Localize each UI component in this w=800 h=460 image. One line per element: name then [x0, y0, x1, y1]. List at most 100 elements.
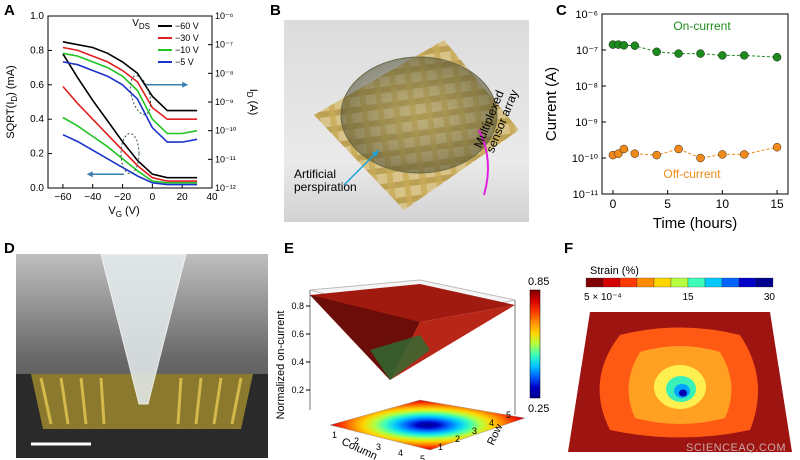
x-tick-label: 20 [177, 192, 189, 203]
y-left-tick-label: 0.8 [30, 45, 44, 56]
y-right-axis-label: ID (A) [245, 89, 259, 116]
series-log-line [62, 41, 198, 112]
annotation-ellipse [129, 75, 152, 116]
annotation-ellipse [120, 133, 140, 175]
x-tick-label: 5 [664, 197, 671, 211]
y-left-tick-label: 1.0 [30, 11, 44, 22]
legend-title: VDS [132, 18, 150, 31]
x-tick-label: −20 [114, 192, 131, 203]
colorbar-cell [619, 277, 638, 288]
y-tick-label: 10⁻⁷ [576, 45, 598, 57]
panel-label-c: C [556, 2, 567, 19]
y-tick-label: 10⁻⁸ [575, 81, 598, 93]
data-point [772, 53, 782, 62]
perspiration-droplet [340, 56, 498, 174]
colorbar-cell [738, 277, 757, 288]
z-tick-label: 0.4 [291, 357, 304, 367]
colorbar-cell [585, 277, 604, 288]
panel-label-a: A [4, 2, 15, 19]
data-point [619, 144, 629, 154]
series-label: Off-current [663, 167, 721, 181]
legend-label: −30 V [175, 33, 199, 43]
data-point [652, 150, 661, 160]
chart-e: 0.2 0.4 0.6 0.8 Normalized on-current 1 2 3 4 5 1 2… [275, 276, 549, 460]
x-axis-label: Time (hours) [653, 215, 737, 232]
panel-a: A −60 −40 −20 0 20 40 0.0 0.2 0.4 0.6 0.8 1.0 10⁻¹² 1… [0, 0, 260, 225]
series-log-line [62, 61, 198, 143]
data-point [674, 49, 683, 58]
y-tick-label: 3 [472, 426, 477, 436]
chart-f: Strain (%) 5 × 10⁻⁴ 15 30 [568, 265, 792, 452]
data-point [619, 41, 629, 50]
series-label: On-current [673, 19, 731, 33]
annotation-arrow-head [182, 81, 189, 88]
series-sqrt-line [62, 53, 198, 179]
data-point [772, 142, 782, 152]
panel-label-f: F [564, 240, 574, 257]
x-axis-label: Column [340, 436, 379, 460]
annotation-artificial-perspiration: Artificial perspiration [294, 167, 357, 194]
colorbar [529, 289, 541, 399]
y-right-tick-label: 10⁻⁹ [215, 97, 234, 107]
y-right-tick-label: 10⁻⁷ [215, 40, 233, 50]
legend-label: −5 V [175, 57, 194, 67]
colorbar-cell [687, 277, 706, 288]
y-tick-label: 10⁻¹¹ [573, 189, 599, 201]
x-tick-label: 3 [376, 442, 381, 452]
legend-label: −60 V [175, 21, 199, 31]
panel-c: C 0 5 10 15 10⁻¹¹ 10⁻¹⁰ 10⁻⁹ 10⁻⁸ 10⁻⁷ 10⁻⁶ Time (… [540, 0, 800, 240]
series-line [612, 44, 778, 58]
y-axis-label: Current (A) [543, 67, 560, 141]
colorbar-min-label: 0.25 [528, 403, 549, 415]
z-tick-label: 0.6 [291, 329, 304, 339]
colorbar-title: Strain (%) [590, 265, 639, 277]
x-tick-label: 4 [398, 448, 403, 458]
y-left-tick-label: 0.0 [30, 183, 44, 194]
chart-c: 0 5 10 15 10⁻¹¹ 10⁻¹⁰ 10⁻⁹ 10⁻⁸ 10⁻⁷ 10⁻⁶ Time (ho… [543, 9, 789, 232]
z-axis-label: Normalized on-current [275, 311, 287, 420]
x-tick-label: 0 [610, 197, 617, 211]
colorbar-cell [636, 277, 655, 288]
surface-valley [370, 335, 430, 380]
pipette-photo [16, 254, 268, 458]
y-right-tick-label: 10⁻⁸ [215, 68, 234, 78]
data-point [740, 51, 749, 60]
colorbar-cell [755, 277, 774, 288]
colorbar-max-label: 0.85 [528, 276, 549, 288]
y-tick-label: 4 [489, 418, 494, 428]
pipette-tip [100, 254, 187, 405]
surface-shade [390, 305, 515, 380]
chart-a: −60 −40 −20 0 20 40 0.0 0.2 0.4 0.6 0.8 1.0 10⁻¹² 10⁻… [5, 11, 259, 219]
panel-f: F Strain (%) 5 × 10⁻⁴ 15 30 [560, 240, 800, 460]
y-tick-label: 10⁻¹⁰ [572, 153, 599, 165]
legend-label: −10 V [175, 45, 199, 55]
panel-label-b: B [270, 2, 281, 19]
data-point [630, 41, 640, 50]
colorbar-cell [653, 277, 672, 288]
plot-frame [601, 13, 789, 195]
x-tick-label: 40 [206, 192, 218, 203]
series-sqrt-line [62, 116, 198, 184]
series-log-line [62, 46, 198, 120]
x-tick-label: 15 [770, 197, 784, 211]
z-tick-label: 0.2 [291, 385, 304, 395]
series-log-line [62, 52, 198, 135]
y-right-tick-label: 10⁻¹⁰ [215, 126, 237, 136]
data-point [652, 47, 661, 56]
y-tick-label: 10⁻⁹ [575, 117, 598, 129]
y-tick-label: 10⁻⁶ [575, 9, 598, 21]
colorbar-max-label: 30 [764, 292, 776, 303]
data-point [696, 153, 705, 163]
x-tick-label: 2 [354, 436, 359, 446]
data-point [630, 149, 640, 158]
panel-label-e: E [284, 240, 295, 257]
data-point [740, 150, 749, 159]
panel-b: B Artificial perspiration Multip [268, 0, 530, 225]
x-tick-label: 1 [332, 430, 337, 440]
y-right-tick-label: 10⁻¹¹ [215, 154, 236, 164]
sensor-array-photo: Artificial perspiration Multiplexed sens… [284, 20, 529, 222]
panel-label-d: D [4, 240, 15, 257]
x-tick-label: 0 [150, 192, 156, 203]
y-left-axis-label: SQRT(ID) (mA) [5, 65, 19, 138]
z-tick-label: 0.8 [291, 301, 304, 311]
